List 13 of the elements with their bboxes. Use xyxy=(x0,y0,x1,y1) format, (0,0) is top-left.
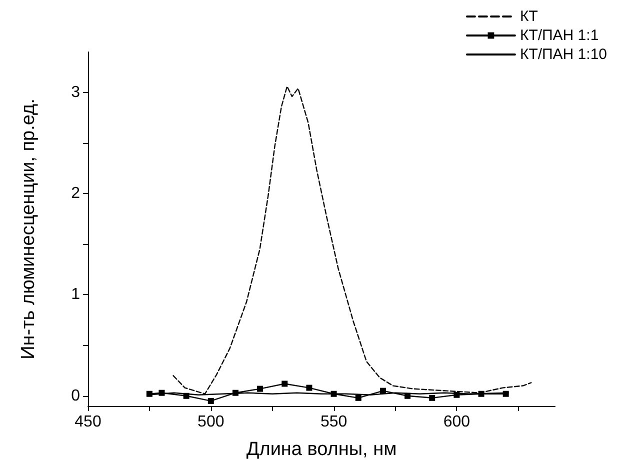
y-tick-label: 2 xyxy=(71,185,80,202)
x-tick-label: 500 xyxy=(198,414,224,430)
y-tick-label: 0 xyxy=(71,387,80,404)
legend-label: КТ xyxy=(520,8,538,25)
x-tick-label: 600 xyxy=(443,414,470,430)
x-tick-label: 550 xyxy=(320,414,348,430)
legend-label: КТ/ПАН 1:1 xyxy=(520,27,599,44)
x-axis-title: Длина волны, нм xyxy=(246,439,397,460)
y-axis-title: Ин-ть люминесценции, пр.ед. xyxy=(18,98,39,360)
y-tick-label: 3 xyxy=(71,84,80,101)
x-tick-label: 450 xyxy=(74,414,102,430)
y-tick-label: 1 xyxy=(71,286,80,304)
legend-label: КТ/ПАН 1:10 xyxy=(520,46,608,63)
